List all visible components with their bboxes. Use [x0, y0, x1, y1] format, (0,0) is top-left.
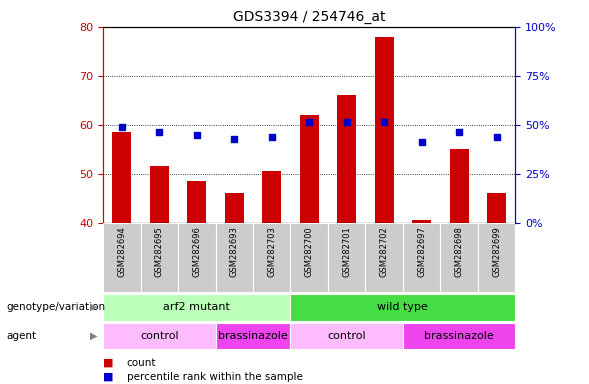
Bar [103, 323, 216, 349]
Text: GSM282700: GSM282700 [305, 226, 314, 277]
Bar [290, 223, 328, 292]
Text: agent: agent [6, 331, 36, 341]
Bar [403, 223, 441, 292]
Text: GSM282702: GSM282702 [380, 226, 389, 277]
Text: GSM282693: GSM282693 [230, 226, 239, 277]
Text: GSM282698: GSM282698 [455, 226, 464, 277]
Point [455, 129, 464, 135]
Point [230, 136, 239, 142]
Text: GSM282697: GSM282697 [417, 226, 426, 277]
Point [492, 134, 501, 140]
Text: ■: ■ [103, 372, 114, 382]
Text: GSM282696: GSM282696 [192, 226, 201, 277]
Bar [112, 132, 131, 223]
Text: GSM282701: GSM282701 [342, 226, 351, 277]
Point [417, 139, 426, 145]
Text: GSM282695: GSM282695 [155, 226, 164, 277]
Text: ■: ■ [103, 358, 114, 368]
Bar [253, 223, 290, 292]
Text: count: count [127, 358, 156, 368]
Text: genotype/variation: genotype/variation [6, 302, 105, 312]
Bar [290, 323, 403, 349]
Point [154, 129, 164, 135]
Bar [478, 223, 515, 292]
Title: GDS3394 / 254746_at: GDS3394 / 254746_at [233, 10, 385, 25]
Bar [487, 193, 506, 223]
Text: arf2 mutant: arf2 mutant [163, 302, 230, 312]
Point [192, 131, 201, 137]
Bar [290, 294, 515, 321]
Text: GSM282699: GSM282699 [492, 226, 501, 277]
Point [379, 119, 389, 126]
Text: control: control [327, 331, 366, 341]
Bar [412, 220, 431, 223]
Bar [262, 171, 281, 223]
Text: ▶: ▶ [90, 331, 97, 341]
Text: wild type: wild type [378, 302, 428, 312]
Bar [450, 149, 468, 223]
Bar [216, 223, 253, 292]
Bar [225, 193, 244, 223]
Bar [300, 115, 319, 223]
Bar [365, 223, 403, 292]
Bar [337, 95, 356, 223]
Text: ▶: ▶ [90, 302, 97, 312]
Bar [375, 36, 393, 223]
Text: percentile rank within the sample: percentile rank within the sample [127, 372, 303, 382]
Point [117, 124, 127, 130]
Bar [141, 223, 178, 292]
Bar [103, 223, 141, 292]
Bar [178, 223, 216, 292]
Point [267, 134, 276, 140]
Bar [216, 323, 290, 349]
Text: control: control [140, 331, 178, 341]
Bar [103, 294, 290, 321]
Text: GSM282703: GSM282703 [267, 226, 276, 277]
Point [342, 119, 352, 126]
Point [305, 119, 314, 126]
Text: brassinazole: brassinazole [424, 331, 494, 341]
Bar [150, 166, 168, 223]
Text: brassinazole: brassinazole [218, 331, 288, 341]
Bar [328, 223, 365, 292]
Bar [441, 223, 478, 292]
Text: GSM282694: GSM282694 [117, 226, 126, 277]
Bar [403, 323, 515, 349]
Bar [187, 181, 206, 223]
